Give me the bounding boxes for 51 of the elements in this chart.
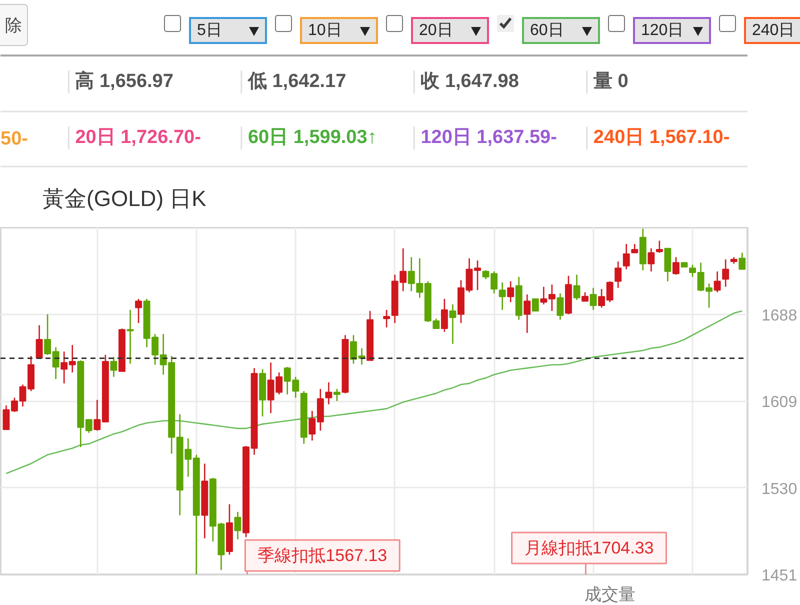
candlestick bbox=[664, 248, 672, 282]
text: 240日 1,567.10- bbox=[593, 127, 730, 148]
y-tick-label: 1688 bbox=[762, 307, 798, 324]
candlestick bbox=[333, 388, 340, 402]
candlestick bbox=[234, 511, 242, 540]
candlestick bbox=[449, 304, 456, 345]
candlestick bbox=[507, 280, 514, 303]
candlestick bbox=[325, 382, 332, 405]
candlestick bbox=[126, 309, 134, 364]
y-tick-label: 1530 bbox=[762, 480, 798, 498]
candlestick bbox=[110, 356, 118, 378]
text: 收 1,647.98 bbox=[420, 71, 519, 92]
text: 20日 1,726.70- bbox=[75, 127, 201, 148]
candlestick bbox=[532, 298, 539, 312]
candlestick bbox=[656, 240, 663, 254]
candlestick bbox=[36, 324, 43, 359]
text: 50- bbox=[0, 128, 28, 150]
candlestick bbox=[556, 292, 564, 320]
line-series bbox=[6, 310, 743, 474]
candlestick bbox=[672, 256, 680, 276]
text: 60日 1,599.03↑ bbox=[248, 127, 377, 148]
candlestick bbox=[440, 298, 448, 332]
candlestick bbox=[738, 252, 746, 270]
candlestick bbox=[524, 294, 531, 334]
candlestick bbox=[498, 282, 506, 311]
annotation: 月線扣抵1704.33 bbox=[524, 538, 654, 558]
candlestick bbox=[590, 287, 597, 311]
candlestick bbox=[614, 260, 622, 289]
dropdown: 20日 bbox=[411, 17, 489, 44]
dropdown: 240日 bbox=[744, 17, 800, 44]
dropdown: 60日 bbox=[522, 17, 600, 44]
candlestick bbox=[648, 248, 655, 272]
text: 成交量 bbox=[584, 585, 636, 604]
dropdown: 120日 bbox=[633, 17, 711, 44]
y-tick-label: 1451 bbox=[762, 568, 798, 584]
candlestick bbox=[622, 243, 630, 270]
dropdown: 5日 bbox=[189, 17, 267, 44]
annotation: 季線扣抵1567.13 bbox=[258, 546, 388, 565]
candlestick bbox=[714, 270, 721, 293]
candlestick bbox=[722, 258, 730, 288]
y-tick-label: 1609 bbox=[762, 394, 798, 411]
button: 除 bbox=[0, 4, 28, 46]
chart-title: 黃金(GOLD) 日K bbox=[42, 186, 207, 211]
text: 量 0 bbox=[592, 71, 628, 92]
candlestick bbox=[383, 309, 390, 328]
text: 低 1,642.17 bbox=[246, 71, 346, 92]
dropdown: 10日 bbox=[300, 17, 378, 44]
candlestick bbox=[573, 274, 580, 301]
text: 120日 1,637.59- bbox=[420, 127, 557, 148]
text: 高 1,656.97 bbox=[75, 70, 174, 92]
candlestick bbox=[135, 298, 142, 324]
